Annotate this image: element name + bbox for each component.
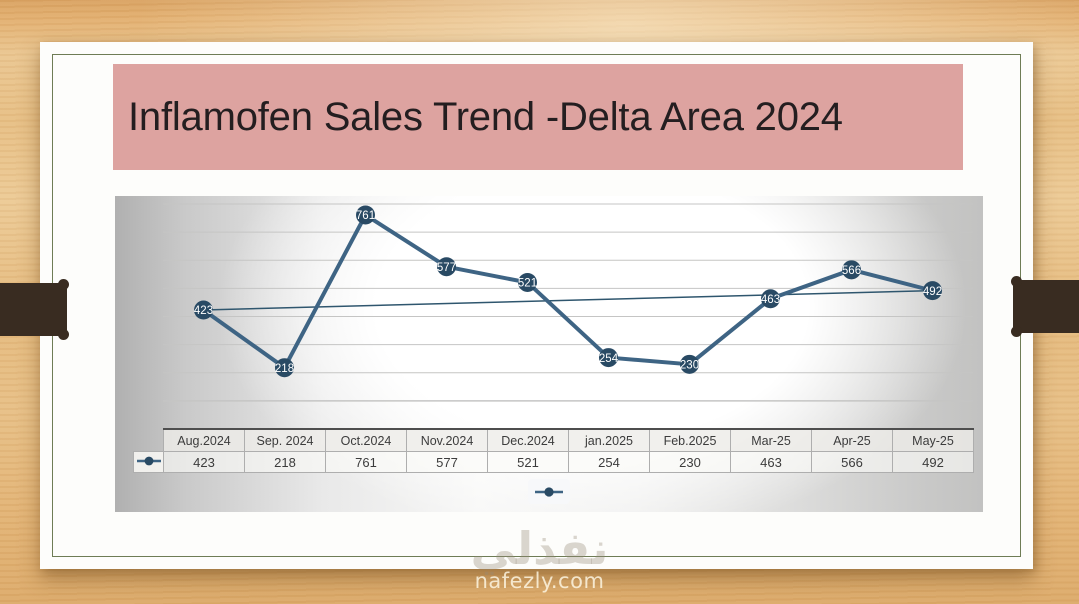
stand-clamp-right — [1011, 276, 1079, 337]
presentation-slide: Inflamofen Sales Trend -Delta Area 2024 … — [40, 42, 1033, 569]
chart-marker-label: 566 — [842, 265, 861, 277]
table-header-cell: Mar-25 — [730, 428, 812, 452]
table-value-cell: 521 — [487, 451, 569, 473]
chart-data-table: Aug.2024 Sep. 2024 Oct.2024 Nov.2024 Dec.202… — [133, 428, 974, 473]
chart-marker — [356, 205, 375, 225]
chart-marker-label: 521 — [518, 278, 537, 290]
chart-marker — [437, 257, 456, 277]
table-header-cell: Aug.2024 — [163, 428, 245, 452]
table-header-cell: Sep. 2024 — [244, 428, 326, 452]
table-header-cell: May-25 — [892, 428, 974, 452]
stand-clamp-left — [0, 279, 69, 340]
chart-marker — [923, 281, 942, 301]
table-value-cell: 218 — [244, 451, 326, 473]
chart-plot: 423 218 761 577 521 254 230 463 566 492 — [163, 203, 973, 402]
chart-marker-label: 218 — [275, 363, 294, 375]
chart-marker-label: 254 — [599, 353, 619, 365]
table-value-cell: 423 — [163, 451, 245, 473]
slide-title: Inflamofen Sales Trend -Delta Area 2024 — [128, 94, 843, 139]
chart-series-line — [201, 212, 935, 370]
chart-marker-label: 492 — [923, 286, 942, 298]
line-with-dot-marker-icon — [136, 456, 161, 465]
table-header-cell: Nov.2024 — [406, 428, 488, 452]
table-header-cell: Apr-25 — [811, 428, 893, 452]
chart-marker-label: 577 — [437, 262, 456, 274]
chart-marker-label: 761 — [356, 210, 375, 222]
chart-marker — [599, 348, 618, 368]
title-banner: Inflamofen Sales Trend -Delta Area 2024 — [113, 64, 963, 170]
chart-marker — [194, 300, 213, 320]
chart-trendline — [203, 289, 933, 311]
chart-area: 423 218 761 577 521 254 230 463 566 492 Aug.2024 S… — [115, 196, 983, 512]
line-with-dot-marker-icon — [535, 486, 563, 497]
chart-marker-label: 423 — [194, 305, 213, 317]
table-key-header — [134, 429, 164, 452]
chart-marker — [761, 289, 780, 309]
table-value-cell: 463 — [730, 451, 812, 473]
marker-dot — [144, 456, 153, 465]
chart-marker — [842, 260, 861, 280]
table-value-cell: 761 — [325, 451, 407, 473]
table-value-cell: 254 — [568, 451, 650, 473]
chart-marker — [680, 354, 699, 374]
chart-marker-label: 230 — [680, 360, 699, 372]
table-header-cell: Dec.2024 — [487, 428, 569, 452]
chart-legend — [528, 479, 570, 504]
chart-marker-label: 463 — [761, 294, 780, 306]
table-header-cell: Feb.2025 — [649, 428, 731, 452]
table-value-cell: 230 — [649, 451, 731, 473]
table-series-key-cell — [133, 451, 164, 473]
table-header-cell: jan.2025 — [568, 428, 650, 452]
table-value-cell: 492 — [892, 451, 974, 473]
table-value-cell: 566 — [811, 451, 893, 473]
table-header-cell: Oct.2024 — [325, 428, 407, 452]
chart-marker — [275, 358, 294, 378]
table-value-cell: 577 — [406, 451, 488, 473]
chart-marker — [518, 272, 537, 292]
